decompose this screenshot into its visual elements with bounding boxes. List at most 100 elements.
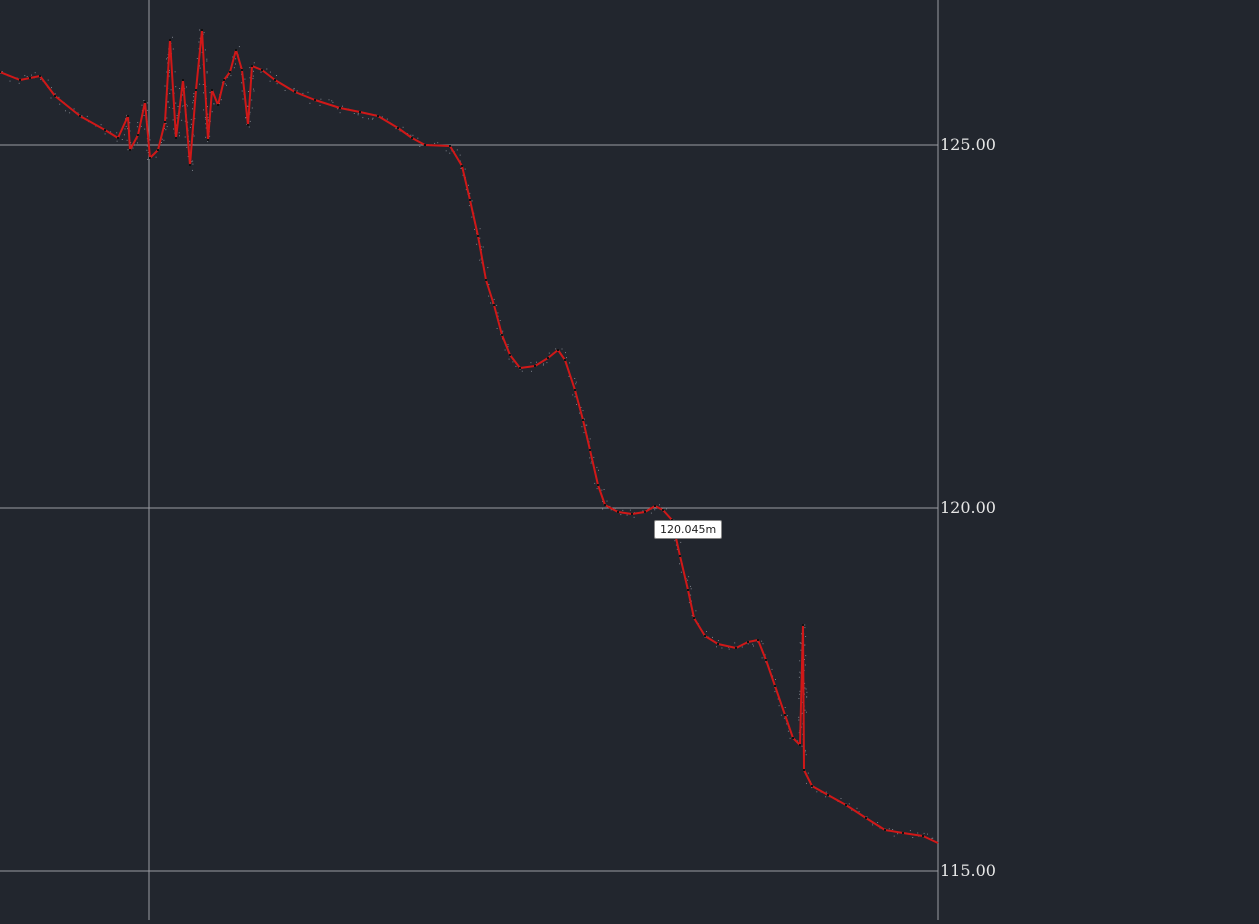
cloud-point <box>207 116 209 118</box>
cloud-point <box>543 363 545 365</box>
cloud-point <box>499 320 501 321</box>
cloud-point <box>488 295 490 297</box>
vertex-marker <box>157 149 159 151</box>
cloud-point <box>665 507 667 509</box>
cloud-point <box>137 122 139 123</box>
cloud-point <box>825 791 827 793</box>
cloud-point <box>800 649 802 651</box>
cloud-point <box>319 104 321 106</box>
cloud-point <box>126 139 128 141</box>
cloud-point <box>249 77 251 79</box>
cloud-point <box>762 643 764 645</box>
cloud-point <box>209 135 211 137</box>
cloud-point <box>199 83 201 85</box>
vertex-marker <box>195 89 197 91</box>
cloud-point <box>712 636 713 638</box>
cloud-point <box>353 113 355 114</box>
cloud-point <box>86 115 88 117</box>
vertex-marker <box>534 365 536 367</box>
cloud-point <box>589 457 591 459</box>
cloud-point <box>192 144 194 145</box>
cloud-point <box>167 57 169 59</box>
vertex-marker <box>597 484 599 486</box>
cloud-point <box>9 80 11 82</box>
cloud-point <box>579 412 581 414</box>
cloud-point <box>555 348 557 350</box>
cloud-point <box>786 723 788 725</box>
cloud-point <box>593 456 595 458</box>
cloud-point <box>147 152 149 153</box>
point-cloud <box>0 29 934 839</box>
cloud-point <box>460 168 462 169</box>
cloud-point <box>123 134 125 136</box>
cloud-point <box>586 424 588 426</box>
cloud-point <box>717 640 719 641</box>
cloud-point <box>479 237 481 239</box>
cloud-point <box>163 139 165 141</box>
vertex-marker <box>574 389 576 391</box>
vertex-marker <box>449 145 451 147</box>
cloud-point <box>801 726 803 728</box>
cloud-point <box>130 142 132 144</box>
cloud-point <box>205 136 207 138</box>
cloud-point <box>480 246 482 248</box>
cloud-point <box>476 243 478 245</box>
cloud-point <box>238 46 240 48</box>
elevation-label-120: 120.00 <box>940 498 996 517</box>
cloud-point <box>449 152 451 154</box>
cloud-point <box>691 615 693 617</box>
cloud-point <box>575 383 577 385</box>
vertex-marker <box>631 513 633 515</box>
cloud-point <box>126 114 128 116</box>
cloud-point <box>491 302 493 304</box>
cloud-point <box>798 698 800 699</box>
cloud-point <box>596 466 598 468</box>
cloud-point <box>688 602 690 604</box>
cloud-point <box>187 156 189 157</box>
vertex-marker <box>104 129 106 131</box>
profile-line[interactable] <box>0 29 939 844</box>
cloud-point <box>137 142 138 144</box>
cloud-point <box>805 636 807 637</box>
cloud-point <box>249 67 251 69</box>
cloud-point <box>580 407 582 408</box>
cloud-point <box>927 833 928 835</box>
vertex-marker <box>127 115 129 117</box>
cloud-point <box>786 715 788 717</box>
vertex-marker <box>294 91 296 93</box>
cloud-point <box>172 107 174 109</box>
vertex-marker <box>274 79 276 81</box>
cloud-point <box>40 78 42 80</box>
cloud-point <box>166 117 168 119</box>
cloud-point <box>161 142 162 143</box>
cloud-point <box>479 228 481 230</box>
cloud-point <box>179 135 180 137</box>
cloud-point <box>164 85 166 87</box>
cloud-point <box>129 122 131 124</box>
cloud-point <box>816 791 818 793</box>
cloud-point <box>253 62 255 64</box>
cloud-point <box>24 75 26 77</box>
cloud-point <box>81 115 83 117</box>
cloud-point <box>31 74 32 76</box>
cloud-point <box>410 134 412 136</box>
vertex-marker <box>469 199 471 201</box>
cloud-point <box>146 109 148 111</box>
cloud-point <box>622 509 624 511</box>
cloud-point <box>801 633 802 635</box>
vertex-marker <box>201 29 203 31</box>
cloud-point <box>799 660 801 662</box>
cloud-point <box>434 142 436 144</box>
cloud-point <box>309 102 311 104</box>
vertex-marker <box>509 354 511 356</box>
cloud-point <box>206 60 208 62</box>
cloud-point <box>175 102 177 104</box>
cloud-point <box>614 507 616 509</box>
cloud-point <box>469 192 471 194</box>
cloud-point <box>629 509 631 511</box>
cloud-point <box>253 90 255 92</box>
cloud-point <box>519 368 521 370</box>
cloud-point <box>166 126 168 128</box>
cloud-point <box>502 330 504 332</box>
